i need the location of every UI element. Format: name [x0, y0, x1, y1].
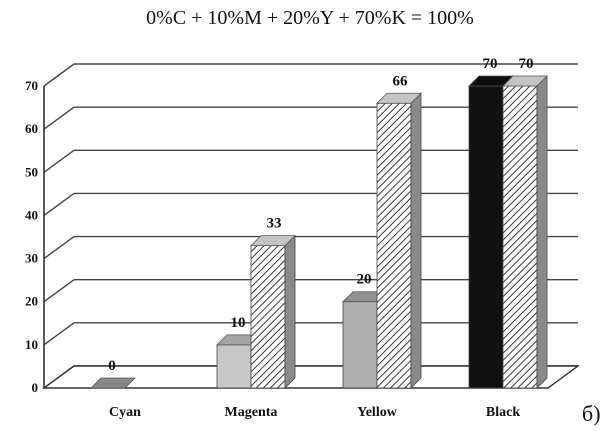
chart-title: 0%C + 10%M + 20%Y + 70%K = 100%: [146, 7, 474, 29]
bar-cyan-solid: [90, 377, 136, 389]
bar-magenta-hatched: [250, 234, 296, 389]
category-labels: Cyan Magenta Yellow Black: [109, 405, 520, 420]
data-label: 70: [483, 56, 498, 72]
data-label: 33: [267, 216, 282, 232]
data-label: 0: [108, 358, 116, 374]
gridline-depth: [43, 63, 75, 87]
data-label: 66: [393, 73, 409, 89]
y-tick-label: 10: [25, 337, 38, 352]
y-tick-label: 60: [25, 121, 38, 136]
gridline-depth: [43, 192, 75, 216]
y-tick-label: 70: [25, 78, 38, 93]
gridline-depth: [43, 236, 75, 260]
category-label: Cyan: [109, 405, 141, 420]
gridline-depth: [43, 279, 75, 303]
y-tick-label: 50: [25, 164, 38, 179]
category-label: Magenta: [225, 405, 278, 420]
category-label: Black: [486, 405, 520, 420]
data-label: 20: [357, 272, 372, 288]
bars: [90, 75, 548, 389]
gridline-depth: [43, 106, 75, 130]
bar-yellow-hatched: [376, 92, 422, 389]
y-tick-label: 30: [25, 251, 38, 266]
data-label: 10: [231, 315, 246, 331]
data-label: 70: [519, 56, 534, 72]
gridline-depth: [43, 149, 75, 173]
bar-black-hatched: [502, 75, 548, 389]
y-tick-label: 20: [25, 294, 38, 309]
data-labels: 0 10 33 20 66 70 70: [108, 56, 533, 374]
gridline-depth: [43, 322, 75, 346]
corner-label: б): [582, 401, 601, 426]
y-axis-ticks: 0 10 20 30 40 50 60 70: [25, 78, 38, 395]
y-tick-label: 0: [32, 380, 39, 395]
category-label: Yellow: [357, 405, 398, 420]
y-tick-label: 40: [25, 207, 38, 222]
